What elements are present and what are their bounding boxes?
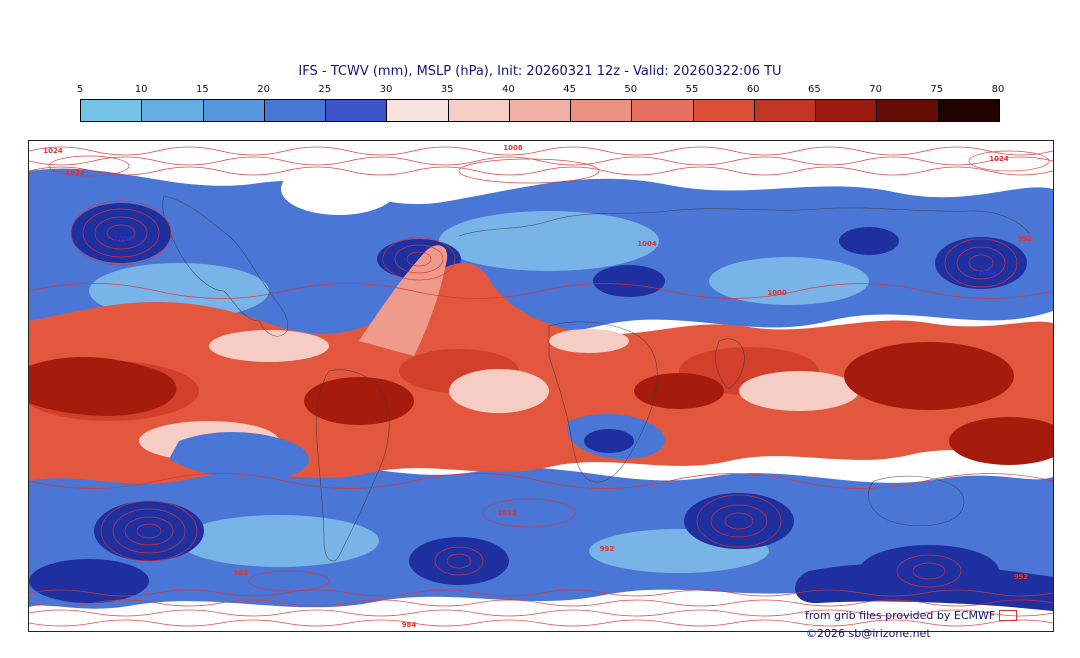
pressure-label: 984: [401, 621, 417, 629]
colorbar-segment: [938, 100, 999, 121]
ecmwf-box-icon: [999, 610, 1018, 621]
pressure-label: 1008: [977, 269, 997, 277]
attribution-source: from grib files provided by ECMWF: [805, 609, 1018, 622]
colorbar-tick-label: 25: [318, 84, 332, 95]
pressure-label: 1008: [113, 235, 133, 243]
colorbar-segments: [80, 99, 1000, 122]
colorbar-tick-label: 20: [257, 84, 270, 95]
pressure-label: 1000: [767, 289, 787, 297]
colorbar-segment: [632, 100, 694, 121]
colorbar-tick-label: 65: [808, 84, 821, 95]
colorbar-tick-label: 70: [869, 84, 882, 95]
attribution-copyright: ©2026 sb@irizone.net: [806, 627, 931, 640]
colorbar-ticks: 5 10 15 20 25 30 35 40 45 50 55 60 65 70 75 80: [76, 84, 1005, 98]
pressure-label: 1024: [65, 169, 85, 177]
colorbar-tick-label: 75: [930, 84, 944, 95]
colorbar-tick-label: 35: [440, 84, 454, 95]
pressure-label: 992: [1013, 573, 1029, 581]
pressure-label: 1012: [497, 509, 517, 517]
south-blue-band: [29, 453, 1053, 609]
colorbar-segment: [387, 100, 449, 121]
colorbar-segment: [81, 100, 143, 121]
colorbar-segment: [693, 100, 755, 121]
colorbar-tick-label: 5: [76, 84, 84, 95]
colorbar-tick-label: 50: [624, 84, 638, 95]
pressure-label: 988: [233, 569, 249, 577]
colorbar-tick-label: 45: [563, 84, 576, 95]
pressure-label: 1024: [989, 155, 1009, 163]
pressure-label: 992: [1017, 235, 1033, 243]
colorbar-segment: [142, 100, 204, 121]
colorbar-segment: [509, 100, 572, 121]
page-title: IFS - TCWV (mm), MSLP (hPa), Init: 20260…: [298, 64, 782, 79]
colorbar-segment: [571, 100, 633, 121]
colorbar-tick-label: 40: [502, 84, 515, 95]
colorbar-segment: [448, 100, 510, 121]
colorbar-tick-label: 55: [685, 84, 699, 95]
colorbar-tick-label: 60: [746, 84, 760, 95]
pressure-label: 1024: [43, 147, 63, 155]
pressure-label: 992: [599, 545, 615, 553]
colorbar-tick-label: 15: [196, 84, 209, 95]
colorbar-segment: [754, 100, 817, 121]
attribution-source-text: from grib files provided by ECMWF: [805, 609, 996, 622]
colorbar-segment: [816, 100, 878, 121]
colorbar-segment: [326, 100, 388, 121]
world-map: 1024 1024 1008 1024 1008 1004 992 1008 1000 1012 9…: [28, 140, 1054, 632]
colorbar-tick-label: 10: [134, 84, 148, 95]
colorbar: 5 10 15 20 25 30 35 40 45 50 55 60 65 70 75 80: [76, 84, 1005, 126]
colorbar-segment: [877, 100, 939, 121]
colorbar-segment: [264, 100, 327, 121]
pressure-label: 1008: [503, 144, 523, 152]
tropical-red-band: [29, 263, 1053, 484]
coastlines: [162, 195, 1030, 562]
colorbar-segment: [203, 100, 265, 121]
isobars: [29, 146, 1053, 627]
map-svg: [29, 141, 1053, 631]
colorbar-tick-label: 80: [991, 84, 1005, 95]
pressure-label: 1004: [637, 240, 657, 248]
colorbar-tick-label: 30: [379, 84, 393, 95]
